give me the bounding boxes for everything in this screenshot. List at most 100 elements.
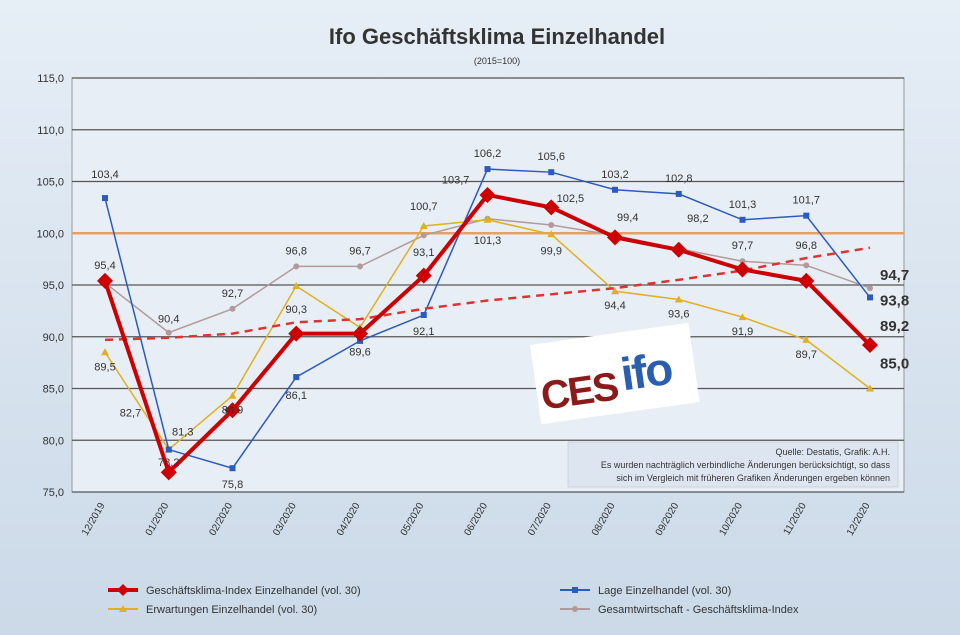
data-point: [288, 325, 305, 342]
data-label: 89,2: [880, 318, 909, 335]
legend: Geschäftsklima-Index Einzelhandel (vol. …: [108, 584, 799, 616]
data-point: [102, 195, 108, 202]
data-point: [415, 267, 432, 284]
data-point: [229, 465, 236, 472]
data-label: 82,7: [120, 407, 141, 419]
y-tick-label: 90,0: [43, 332, 64, 344]
data-point: [802, 335, 811, 343]
data-label: 103,2: [601, 169, 629, 181]
data-point: [292, 282, 301, 290]
data-label: 96,8: [796, 240, 817, 252]
svg-text:CES: CES: [538, 364, 621, 418]
data-point: [670, 241, 687, 258]
chart-subtitle: (2015=100): [474, 56, 520, 66]
data-point: [97, 272, 113, 289]
cesifo-logo: CES ifo: [530, 322, 700, 425]
data-point: [160, 464, 177, 481]
data-label: 97,7: [732, 240, 753, 252]
legend-marker: [117, 584, 129, 596]
data-point: [867, 294, 873, 301]
data-labels: 90,4 92,7 96,8 96,7 97,7 94,7 89,5 81,3 84,9 100,…: [91, 148, 909, 491]
data-point: [165, 446, 172, 453]
y-tick-label: 115,0: [37, 73, 64, 85]
data-point: [420, 232, 427, 239]
data-point: [612, 186, 618, 193]
data-label: 93,1: [413, 247, 434, 259]
data-point: [607, 229, 623, 246]
data-point: [738, 313, 747, 321]
source-line-3: sich im Vergleich mit früheren Grafiken …: [616, 473, 890, 483]
data-label: 98,2: [687, 213, 708, 225]
data-label: 101,3: [474, 235, 502, 247]
legend-label: Geschäftsklima-Index Einzelhandel (vol. …: [146, 585, 361, 597]
y-tick-label: 75,0: [43, 487, 64, 499]
data-label: 75,8: [222, 479, 243, 491]
data-point: [547, 230, 556, 238]
data-label: 92,1: [413, 326, 434, 338]
data-label: 93,8: [880, 292, 909, 309]
y-tick-label: 95,0: [43, 280, 64, 292]
data-label: 100,7: [410, 201, 438, 213]
legend-marker: [572, 606, 578, 612]
data-point: [479, 186, 496, 203]
data-label: 90,3: [286, 304, 307, 316]
data-label: 103,4: [91, 169, 119, 181]
data-point: [420, 312, 427, 319]
legend-marker: [119, 605, 127, 612]
data-label: 90,4: [158, 314, 179, 326]
data-point: [228, 391, 237, 399]
data-label: 106,2: [474, 148, 502, 160]
y-tick-label: 100,0: [36, 228, 64, 240]
y-tick-label: 105,0: [36, 177, 64, 189]
data-point: [419, 222, 428, 230]
data-label: 101,3: [729, 199, 757, 211]
y-tick-label: 80,0: [43, 435, 64, 447]
source-note: Quelle: Destatis, Grafik: A.H. Es wurden…: [567, 441, 899, 488]
data-label: 85,0: [880, 356, 909, 373]
legend-label: Gesamtwirtschaft - Geschäftsklima-Index: [598, 604, 799, 616]
data-point: [357, 263, 363, 270]
data-point: [483, 215, 492, 223]
data-label: 94,4: [604, 300, 625, 312]
data-label: 102,8: [665, 173, 693, 185]
data-point: [165, 329, 172, 336]
data-point: [739, 258, 746, 265]
series-line: [104, 246, 871, 342]
legend-label: Erwartungen Einzelhandel (vol. 30): [146, 604, 317, 616]
y-axis: 75,0 80,0 85,0 90,0 95,0 100,0 105,0 110,0 115,0: [36, 73, 64, 499]
data-point: [293, 374, 300, 381]
data-label: 105,6: [537, 151, 565, 163]
data-point: [739, 216, 746, 223]
data-label: 99,9: [541, 245, 562, 257]
data-point: [867, 285, 873, 292]
data-label: 86,1: [286, 390, 307, 402]
data-point: [229, 305, 236, 312]
data-label: 91,9: [732, 326, 753, 338]
data-label: 81,3: [172, 427, 193, 439]
data-point: [866, 384, 874, 392]
svg-text:ifo: ifo: [617, 342, 675, 401]
data-point: [548, 221, 555, 228]
data-point: [734, 261, 751, 278]
data-point: [293, 263, 300, 270]
data-label: 99,4: [617, 212, 638, 224]
data-label: 92,7: [222, 288, 243, 300]
source-line-1: Quelle: Destatis, Grafik: A.H.: [775, 447, 890, 457]
data-point: [352, 325, 368, 342]
data-point: [674, 295, 683, 303]
data-point: [675, 190, 682, 197]
data-point: [611, 287, 619, 295]
data-label: 95,4: [94, 260, 115, 272]
data-point: [862, 337, 878, 354]
data-label: 93,6: [668, 308, 689, 320]
data-point: [803, 212, 810, 219]
data-label: 89,7: [796, 349, 817, 361]
data-label: 96,7: [349, 245, 370, 257]
data-label: 101,7: [792, 195, 820, 207]
data-point: [484, 166, 491, 173]
data-label: 103,7: [442, 175, 470, 187]
data-label: 102,5: [557, 193, 585, 205]
data-point: [803, 262, 810, 269]
y-tick-label: 85,0: [43, 384, 64, 396]
